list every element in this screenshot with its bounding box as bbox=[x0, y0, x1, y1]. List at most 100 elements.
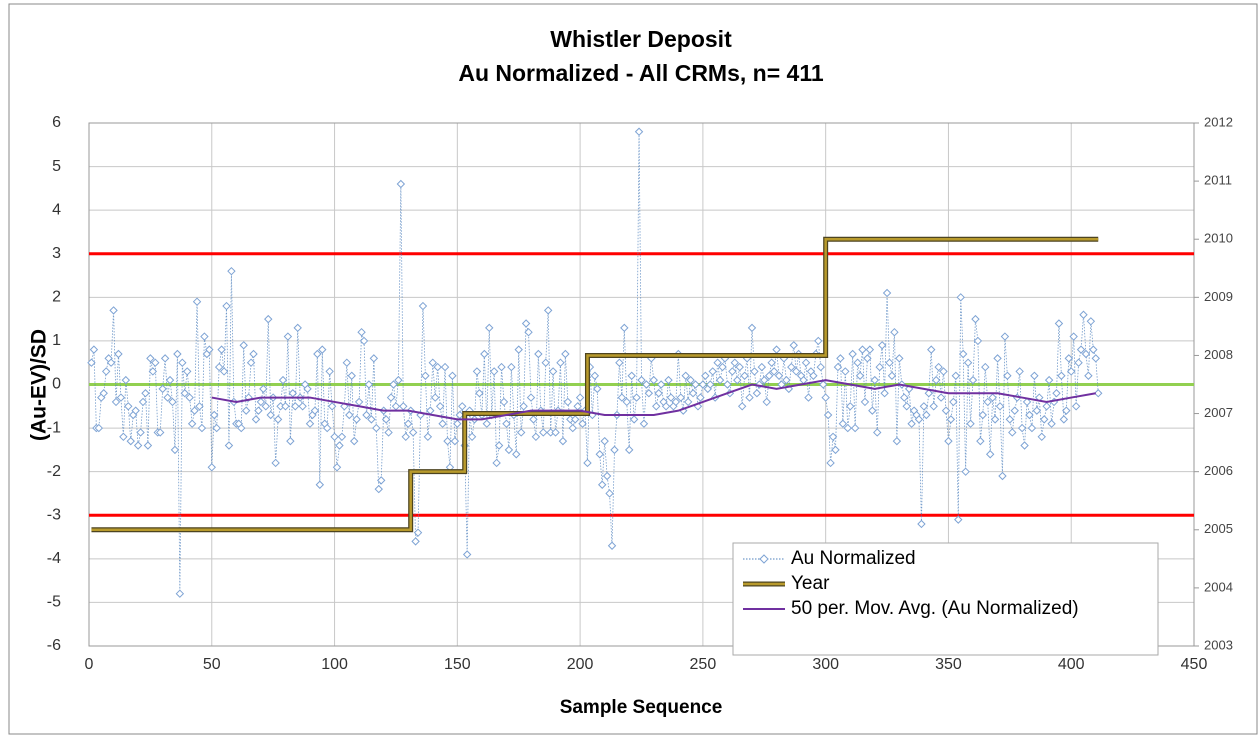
legend-label: Au Normalized bbox=[791, 548, 916, 569]
point bbox=[512, 450, 521, 459]
x-tick-label: 450 bbox=[1181, 656, 1208, 673]
point bbox=[499, 397, 509, 407]
point bbox=[558, 436, 568, 446]
point bbox=[529, 415, 538, 424]
y2-tick-label: 2007 bbox=[1204, 405, 1233, 420]
point bbox=[863, 354, 872, 363]
point bbox=[782, 375, 791, 385]
point bbox=[644, 389, 654, 398]
point bbox=[543, 306, 553, 315]
point bbox=[880, 389, 889, 398]
point bbox=[568, 423, 577, 433]
point bbox=[433, 362, 442, 372]
point bbox=[1005, 415, 1015, 424]
point bbox=[801, 358, 811, 367]
point bbox=[654, 389, 663, 398]
point bbox=[885, 358, 894, 367]
point bbox=[762, 397, 771, 407]
point bbox=[480, 349, 489, 359]
point bbox=[539, 428, 548, 437]
point bbox=[313, 349, 322, 359]
point bbox=[1079, 310, 1088, 319]
point bbox=[627, 371, 636, 380]
point bbox=[526, 393, 536, 402]
point bbox=[315, 480, 325, 489]
point bbox=[241, 406, 251, 415]
point bbox=[1022, 397, 1032, 407]
point bbox=[224, 441, 234, 450]
point bbox=[666, 393, 676, 402]
point bbox=[438, 419, 447, 428]
point bbox=[701, 371, 710, 380]
legend-label: 50 per. Mov. Avg. (Au Normalized) bbox=[791, 598, 1079, 619]
x-tick-label: 250 bbox=[690, 656, 717, 673]
point bbox=[175, 589, 185, 598]
point bbox=[521, 319, 531, 328]
point bbox=[1027, 423, 1037, 433]
point bbox=[1020, 441, 1029, 450]
point bbox=[791, 367, 801, 376]
point bbox=[332, 463, 342, 472]
point bbox=[1089, 345, 1098, 354]
point bbox=[917, 519, 926, 529]
point bbox=[293, 323, 302, 333]
point bbox=[850, 423, 860, 433]
point bbox=[958, 349, 968, 359]
point bbox=[394, 375, 403, 385]
chart-subtitle: Au Normalized - All CRMs, n= 411 bbox=[458, 60, 824, 86]
point bbox=[632, 393, 641, 402]
point bbox=[823, 410, 833, 420]
point bbox=[475, 389, 484, 398]
point bbox=[111, 397, 121, 407]
point bbox=[949, 397, 958, 407]
point bbox=[860, 397, 870, 407]
point bbox=[688, 389, 698, 398]
point bbox=[708, 367, 717, 376]
point bbox=[170, 445, 180, 455]
point bbox=[1071, 402, 1081, 411]
point bbox=[281, 402, 290, 411]
point bbox=[443, 436, 452, 446]
point bbox=[750, 367, 759, 376]
x-tick-label: 200 bbox=[567, 656, 594, 673]
point bbox=[504, 445, 514, 455]
point bbox=[1064, 354, 1073, 363]
point bbox=[966, 419, 975, 428]
point bbox=[664, 375, 673, 385]
point bbox=[131, 406, 140, 415]
point bbox=[985, 450, 995, 459]
point bbox=[94, 423, 104, 433]
point bbox=[251, 415, 261, 424]
point bbox=[600, 436, 609, 446]
point bbox=[605, 489, 614, 498]
point bbox=[310, 406, 320, 415]
point bbox=[983, 397, 992, 407]
point bbox=[428, 358, 437, 367]
point bbox=[981, 362, 990, 372]
point bbox=[836, 354, 845, 363]
point bbox=[458, 402, 467, 411]
point bbox=[1032, 406, 1042, 415]
point bbox=[160, 354, 170, 363]
point bbox=[691, 380, 700, 389]
y-tick-label: -4 bbox=[47, 550, 61, 567]
point bbox=[256, 397, 266, 407]
point bbox=[472, 367, 482, 376]
point bbox=[1030, 371, 1039, 380]
point bbox=[497, 362, 506, 372]
y-tick-label: 2 bbox=[52, 289, 61, 306]
point bbox=[1059, 415, 1069, 424]
point bbox=[892, 436, 902, 446]
point bbox=[531, 432, 541, 442]
point bbox=[87, 358, 96, 367]
point bbox=[342, 358, 352, 367]
point bbox=[676, 393, 685, 402]
point bbox=[1094, 389, 1103, 398]
point bbox=[207, 463, 216, 472]
point bbox=[556, 358, 565, 367]
point bbox=[249, 349, 258, 359]
point bbox=[141, 389, 150, 398]
point bbox=[990, 415, 1000, 424]
point bbox=[868, 406, 877, 415]
